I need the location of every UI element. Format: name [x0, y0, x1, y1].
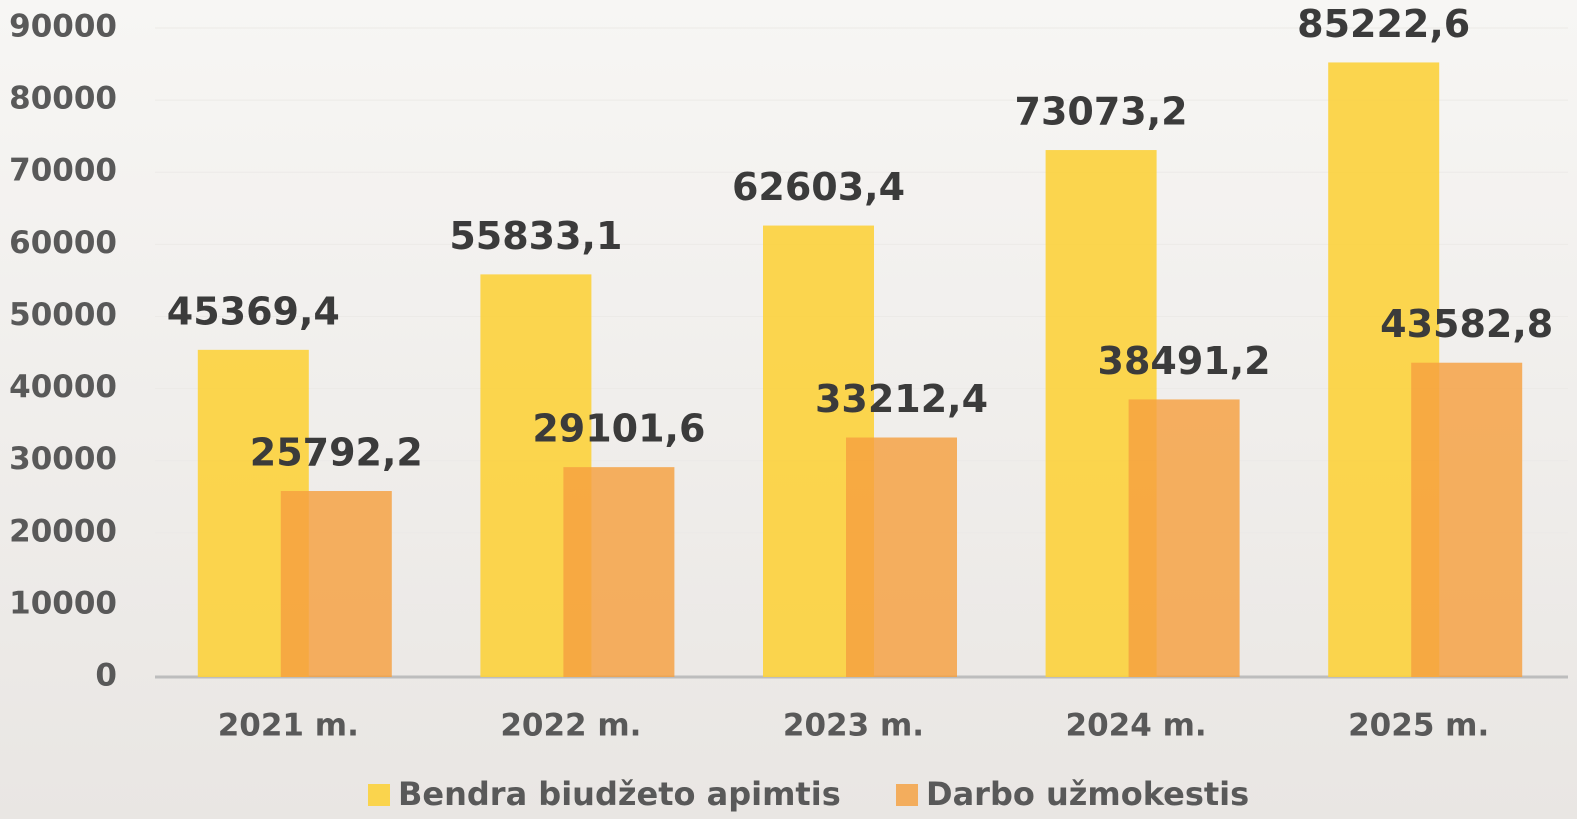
legend-label: Bendra biudžeto apimtis: [398, 775, 841, 813]
bar: [1128, 399, 1240, 677]
data-label: 33212,4: [815, 377, 988, 421]
legend-swatch: [896, 784, 918, 806]
y-tick-label: 30000: [9, 441, 117, 477]
y-tick-label: 70000: [9, 153, 117, 189]
data-label: 25792,2: [250, 431, 423, 475]
y-tick-label: 10000: [9, 585, 117, 621]
y-tick-label: 0: [95, 658, 117, 694]
y-tick-label: 20000: [9, 513, 117, 549]
data-label: 45369,4: [167, 289, 340, 333]
y-tick-label: 60000: [9, 225, 117, 261]
x-tick-label: 2023 m.: [783, 708, 924, 744]
y-tick-label: 80000: [9, 81, 117, 117]
bar: [563, 467, 675, 677]
legend-label: Darbo užmokestis: [926, 775, 1249, 813]
x-tick-label: 2025 m.: [1348, 708, 1489, 744]
data-label: 43582,8: [1380, 302, 1553, 346]
x-tick-label: 2021 m.: [218, 708, 359, 744]
y-tick-label: 90000: [9, 9, 117, 45]
y-tick-label: 40000: [9, 369, 117, 405]
y-tick-label: 50000: [9, 297, 117, 333]
data-label: 62603,4: [732, 165, 905, 209]
data-label: 73073,2: [1015, 90, 1188, 134]
bar: [846, 437, 957, 677]
x-tick-label: 2024 m.: [1066, 708, 1207, 744]
data-label: 38491,2: [1098, 339, 1271, 383]
x-tick-label: 2022 m.: [500, 708, 641, 744]
bar: [1411, 362, 1523, 677]
data-label: 29101,6: [532, 407, 705, 451]
legend-swatch: [368, 784, 390, 806]
bar: [280, 491, 392, 677]
data-label: 55833,1: [449, 214, 622, 258]
data-label: 85222,6: [1297, 2, 1470, 46]
